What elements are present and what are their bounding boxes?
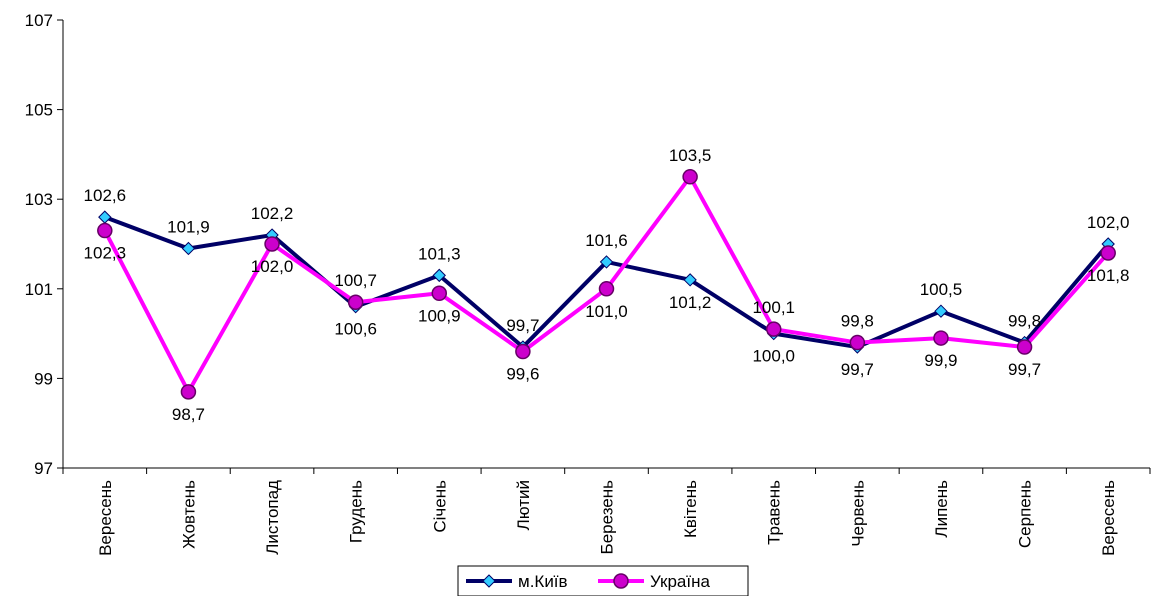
legend: м.Київ Україна xyxy=(457,565,749,596)
data-label-kyiv: 100,0 xyxy=(752,347,795,366)
legend-label-kyiv: м.Київ xyxy=(518,572,568,591)
data-label-kyiv: 102,6 xyxy=(84,186,127,205)
data-label-ukraine: 99,6 xyxy=(506,365,539,384)
x-category-label: Березень xyxy=(598,480,617,555)
data-label-kyiv: 99,8 xyxy=(1008,312,1041,331)
x-category-label: Січень xyxy=(430,480,449,533)
data-label-ukraine: 100,7 xyxy=(334,271,377,290)
y-axis-ticks: 97 99 101 103 105 107 xyxy=(25,11,63,478)
data-label-ukraine: 99,9 xyxy=(924,351,957,370)
series-layer xyxy=(97,169,1116,400)
y-tick-label: 101 xyxy=(25,280,53,299)
y-tick-label: 97 xyxy=(34,459,53,478)
data-label-ukraine: 99,7 xyxy=(1008,360,1041,379)
data-label-kyiv: 102,0 xyxy=(1087,213,1130,232)
data-label-ukraine: 100,1 xyxy=(752,298,795,317)
point-ukraine xyxy=(682,169,698,185)
x-category-label: Квітень xyxy=(681,480,700,538)
point-ukraine xyxy=(598,281,615,297)
data-label-kyiv: 100,6 xyxy=(334,320,377,339)
data-label-kyiv: 102,2 xyxy=(251,204,294,223)
point-ukraine xyxy=(765,321,782,337)
x-category-label: Жовтень xyxy=(179,480,198,549)
data-label-ukraine: 101,8 xyxy=(1087,266,1130,285)
point-kyiv xyxy=(599,255,614,269)
x-category-label: Вересень xyxy=(1099,480,1118,556)
data-label-ukraine: 102,3 xyxy=(84,244,127,263)
legend-marker-kyiv xyxy=(482,574,496,588)
point-ukraine xyxy=(264,236,280,252)
data-label-ukraine: 98,7 xyxy=(172,405,205,424)
y-tick-label: 103 xyxy=(25,190,53,209)
legend-label-ukraine: Україна xyxy=(650,572,710,591)
axes xyxy=(62,20,1150,469)
x-category-label: Лютий xyxy=(514,480,533,530)
x-category-label: Грудень xyxy=(347,480,366,543)
x-category-label: Листопад xyxy=(263,480,282,555)
data-label-ukraine: 103,5 xyxy=(669,146,712,165)
x-category-label: Серпень xyxy=(1016,480,1035,548)
y-tick-label: 107 xyxy=(25,11,53,30)
data-label-kyiv: 101,6 xyxy=(585,231,628,250)
data-label-kyiv: 99,7 xyxy=(841,360,874,379)
point-ukraine xyxy=(933,330,949,346)
data-labels: 102,6 101,9 102,2 100,6 101,3 99,7 101,6 101,2 1… xyxy=(84,146,1130,424)
point-ukraine xyxy=(180,384,197,400)
point-ukraine xyxy=(97,222,113,239)
point-ukraine xyxy=(1100,245,1116,261)
x-category-label: Червень xyxy=(848,480,867,547)
point-ukraine xyxy=(849,334,866,351)
data-label-ukraine: 99,8 xyxy=(841,312,874,331)
point-ukraine xyxy=(515,343,531,360)
x-category-label: Липень xyxy=(932,480,951,538)
x-category-label: Травень xyxy=(765,480,784,545)
data-label-kyiv: 101,9 xyxy=(167,217,210,236)
y-tick-label: 105 xyxy=(25,101,53,120)
data-label-ukraine: 102,0 xyxy=(251,257,294,276)
point-kyiv xyxy=(98,210,112,224)
point-kyiv xyxy=(432,268,446,283)
data-label-kyiv: 101,3 xyxy=(418,244,461,263)
x-axis-categories: Вересень Жовтень Листопад Грудень Січень Люти… xyxy=(62,468,1151,556)
data-label-kyiv: 99,7 xyxy=(506,316,539,335)
data-label-ukraine: 100,9 xyxy=(418,306,461,325)
point-kyiv xyxy=(683,273,697,287)
point-ukraine xyxy=(347,294,364,310)
point-ukraine xyxy=(1016,339,1033,355)
data-label-kyiv: 100,5 xyxy=(920,280,963,299)
y-tick-label: 99 xyxy=(34,369,53,388)
data-label-ukraine: 101,0 xyxy=(585,302,628,321)
data-label-kyiv: 101,2 xyxy=(669,293,712,312)
legend-marker-ukraine xyxy=(613,573,629,589)
point-kyiv xyxy=(934,304,948,318)
point-ukraine xyxy=(431,285,448,302)
point-kyiv xyxy=(181,241,196,256)
x-category-label: Вересень xyxy=(96,480,115,556)
